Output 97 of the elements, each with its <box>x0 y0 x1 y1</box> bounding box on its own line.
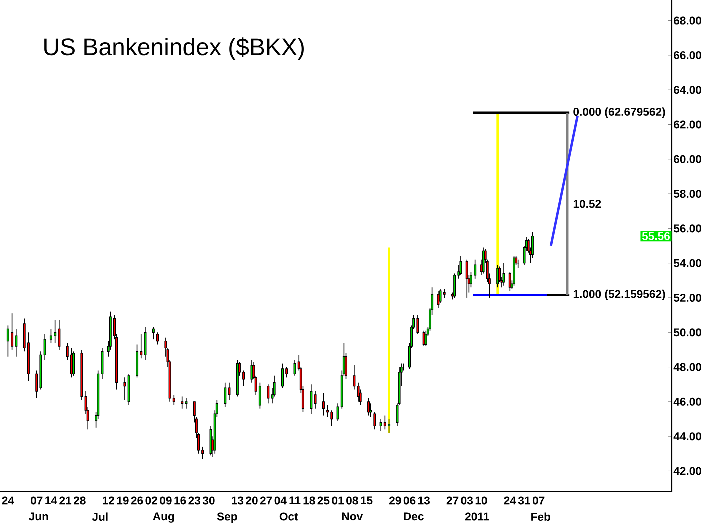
x-tick-label: 20 <box>246 496 258 505</box>
y-tick-label: 62.00 <box>674 120 702 129</box>
y-tick-label: 68.00 <box>674 16 702 25</box>
candlestick <box>156 332 160 346</box>
candlestick <box>454 273 456 298</box>
y-tick-label: 44.00 <box>674 432 702 441</box>
x-tick-label: 02 <box>146 496 158 505</box>
x-tick-label: 29 <box>390 496 402 505</box>
x-tick-label: 13 <box>232 496 244 505</box>
x-tick-label: 21 <box>60 496 72 505</box>
x-tick-label: 08 <box>346 496 358 505</box>
candlestick <box>368 398 370 416</box>
candlestick <box>228 382 231 401</box>
candlestick <box>502 262 506 286</box>
x-tick-label: 18 <box>304 496 316 505</box>
x-tick-label: 16 <box>174 496 186 505</box>
y-tick-label: 46.00 <box>674 398 702 406</box>
candlestick <box>353 365 356 390</box>
candlestick <box>281 363 284 388</box>
candlestick <box>224 382 227 408</box>
x-tick-label: 09 <box>160 496 172 505</box>
candlestick <box>380 418 382 432</box>
candlestick <box>357 382 360 402</box>
candlestick <box>424 330 428 347</box>
y-tick-label: 48.00 <box>674 363 702 372</box>
x-tick-label: 06 <box>404 496 416 505</box>
candlestick <box>294 360 296 376</box>
candlestick <box>185 398 188 410</box>
y-tick-label: 50.00 <box>674 328 702 337</box>
x-tick-label: 03 <box>461 496 474 505</box>
x2-tick-label: 2011 <box>465 512 490 521</box>
candlestick <box>50 328 52 344</box>
candlestick <box>314 391 317 410</box>
x2-tick-label: Feb <box>532 512 550 522</box>
x-tick-label: 07 <box>31 496 43 505</box>
candlestick <box>326 404 330 418</box>
annotation: 55.56 <box>642 232 670 240</box>
candlestick <box>72 351 76 376</box>
candlestick <box>416 314 420 335</box>
text: US Bankenindex ($BKX) <box>44 38 304 60</box>
x-tick-label: 04 <box>274 496 287 505</box>
candlestick <box>152 327 155 340</box>
candlestick <box>144 327 147 361</box>
annotation: 1.000 (52.159562) <box>574 290 666 300</box>
x-tick-label: 24 <box>2 496 14 505</box>
x2-tick-label: Sep <box>217 512 238 523</box>
x2-tick-label: Jun <box>29 512 48 521</box>
x-tick-label: 10 <box>476 496 488 505</box>
annotation: 10.52 <box>574 200 602 208</box>
x-tick-label: 28 <box>74 496 86 505</box>
x-tick-label: 19 <box>117 496 129 505</box>
candlestick <box>330 410 334 427</box>
candlestick <box>384 415 386 430</box>
candlestick <box>374 412 376 430</box>
x-tick-label: 30 <box>202 496 215 505</box>
y-tick-label: 42.00 <box>674 467 702 476</box>
x-tick-label: 01 <box>332 496 344 505</box>
x-tick-label: 15 <box>361 496 373 505</box>
y-tick-label: 54.00 <box>674 259 702 268</box>
y-tick-label: 66.00 <box>674 51 702 60</box>
candlestick <box>58 320 61 350</box>
x-tick-label: 11 <box>290 496 301 505</box>
x-tick-label: 25 <box>318 496 330 505</box>
y-tick-label: 64.00 <box>674 86 702 94</box>
x-tick-label: 26 <box>131 496 144 505</box>
x2-tick-label: Oct <box>280 512 298 521</box>
candlestick <box>466 259 468 298</box>
candlestick <box>44 334 46 361</box>
candlestick <box>310 384 313 414</box>
x-tick-label: 12 <box>103 496 114 505</box>
x2-tick-label: Aug <box>153 512 174 523</box>
x2-tick-label: Dec <box>404 512 424 521</box>
candlestick <box>6 325 10 358</box>
x-tick-label: 07 <box>532 496 545 505</box>
candlestick <box>54 320 57 344</box>
x-tick-label: 31 <box>518 496 530 505</box>
x-tick-label: 23 <box>188 496 201 505</box>
y-tick-label: 58.00 <box>674 190 702 198</box>
x-tick-label: 24 <box>504 496 516 505</box>
x-tick-label: 13 <box>418 496 430 505</box>
y-tick-label: 52.00 <box>674 294 702 302</box>
candlestick <box>388 418 391 434</box>
candlestick <box>181 396 184 410</box>
x-tick-label: 27 <box>260 496 272 505</box>
candlestick <box>124 377 126 401</box>
candlestick <box>15 328 18 358</box>
annotation: 0.000 (62.679562) <box>574 108 666 118</box>
y-tick-label: 56.00 <box>674 224 702 233</box>
y-tick-label: 60.00 <box>674 155 702 164</box>
candlestick <box>322 392 325 416</box>
candlestick <box>11 313 14 350</box>
x-tick-label: 14 <box>46 496 58 505</box>
x2-tick-label: Nov <box>342 512 364 521</box>
candlestick <box>460 256 462 276</box>
x2-tick-label: Jul <box>92 512 108 522</box>
x-tick-label: 27 <box>446 496 459 505</box>
candlestick <box>267 384 270 404</box>
